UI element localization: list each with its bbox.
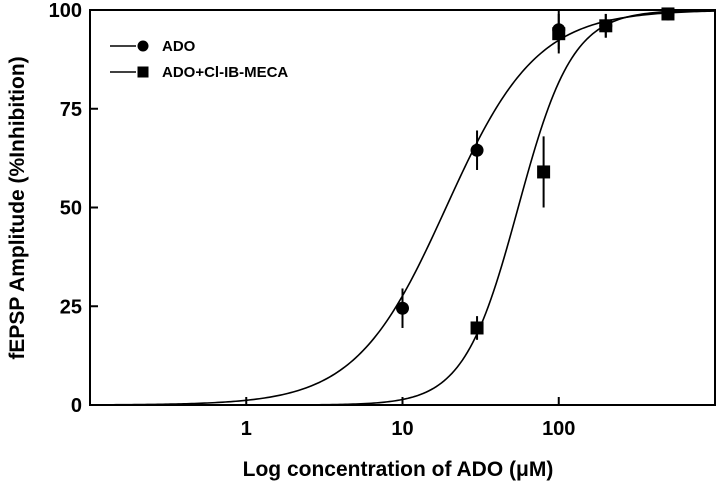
legend-marker-square [137,66,149,78]
data-point-square [470,321,484,335]
error-bars [401,10,607,340]
y-tick-label: 75 [60,99,82,121]
data-point-square [537,165,551,179]
data-markers [396,7,675,335]
y-tick-label: 25 [60,296,82,318]
legend-label: ADO [162,38,196,55]
x-axis-label: Log concentration of ADO (μM) [243,458,554,481]
legend: ADO ADO+Cl-IB-MECA [110,38,288,81]
data-point-square [599,19,613,33]
y-axis: 0 25 50 75 100 [49,0,98,417]
legend-marker-circle [137,40,149,52]
x-tick-label: 1 [241,418,252,440]
y-axis-label: fEPSP Amplitude (%Inhibition) [6,56,29,359]
y-tick-label: 100 [49,0,82,22]
x-axis: 1 10 100 [241,397,575,440]
y-tick-label: 0 [71,395,82,417]
data-point-circle [396,301,409,315]
data-point-square [661,7,675,21]
x-tick-label: 10 [391,418,413,440]
legend-label: ADO+Cl-IB-MECA [162,64,288,81]
data-point-square [552,27,566,41]
data-point-circle [470,143,484,157]
y-tick-label: 50 [60,198,82,220]
x-tick-label: 100 [542,418,575,440]
